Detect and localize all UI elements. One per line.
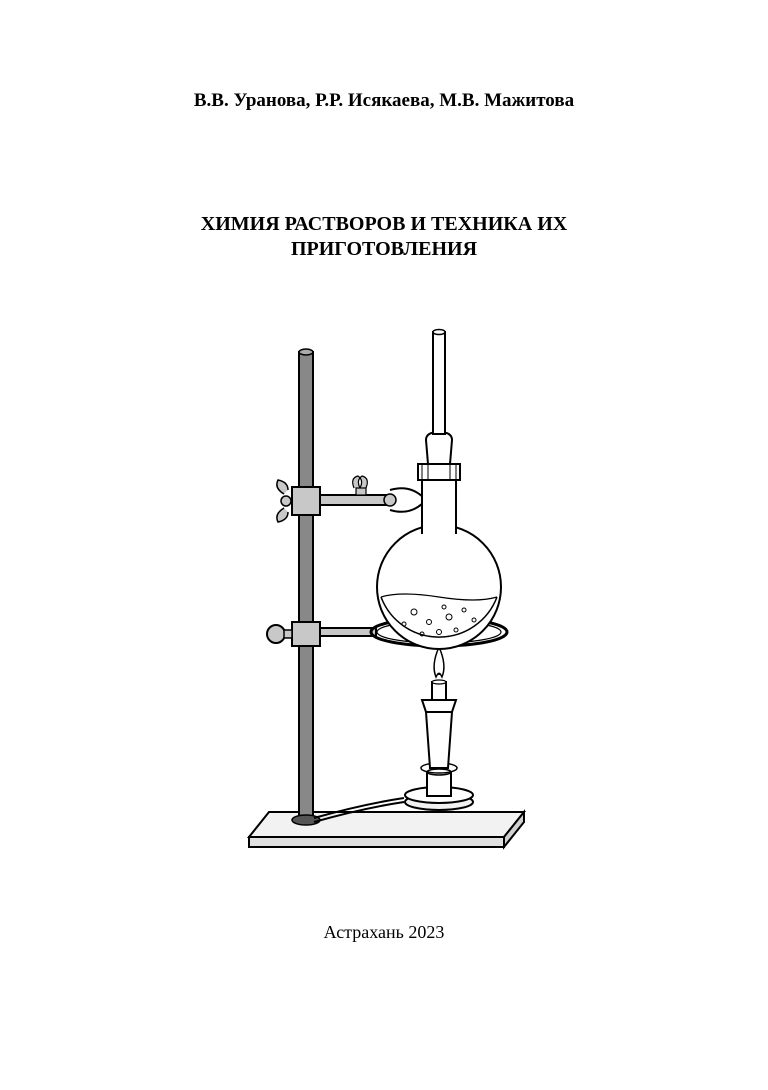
document-title: ХИМИЯ РАСТВОРОВ И ТЕХНИКА ИХ ПРИГОТОВЛЕН… [201,212,567,262]
stand-rod-icon [292,349,320,825]
document-page: В.В. Уранова, Р.Р. Исякаева, М.В. Мажито… [0,0,768,1090]
title-line-1: ХИМИЯ РАСТВОРОВ И ТЕХНИКА ИХ [201,212,567,237]
footer-line: Астрахань 2023 [324,922,445,943]
round-flask-icon [377,464,501,649]
title-line-2: ПРИГОТОВЛЕНИЯ [201,237,567,262]
base-plate-icon [249,812,524,847]
authors-line: В.В. Уранова, Р.Р. Исякаева, М.В. Мажито… [194,90,574,112]
apparatus-figure [204,312,564,872]
bunsen-burner-icon [314,647,473,822]
condenser-tube-icon [426,330,452,465]
